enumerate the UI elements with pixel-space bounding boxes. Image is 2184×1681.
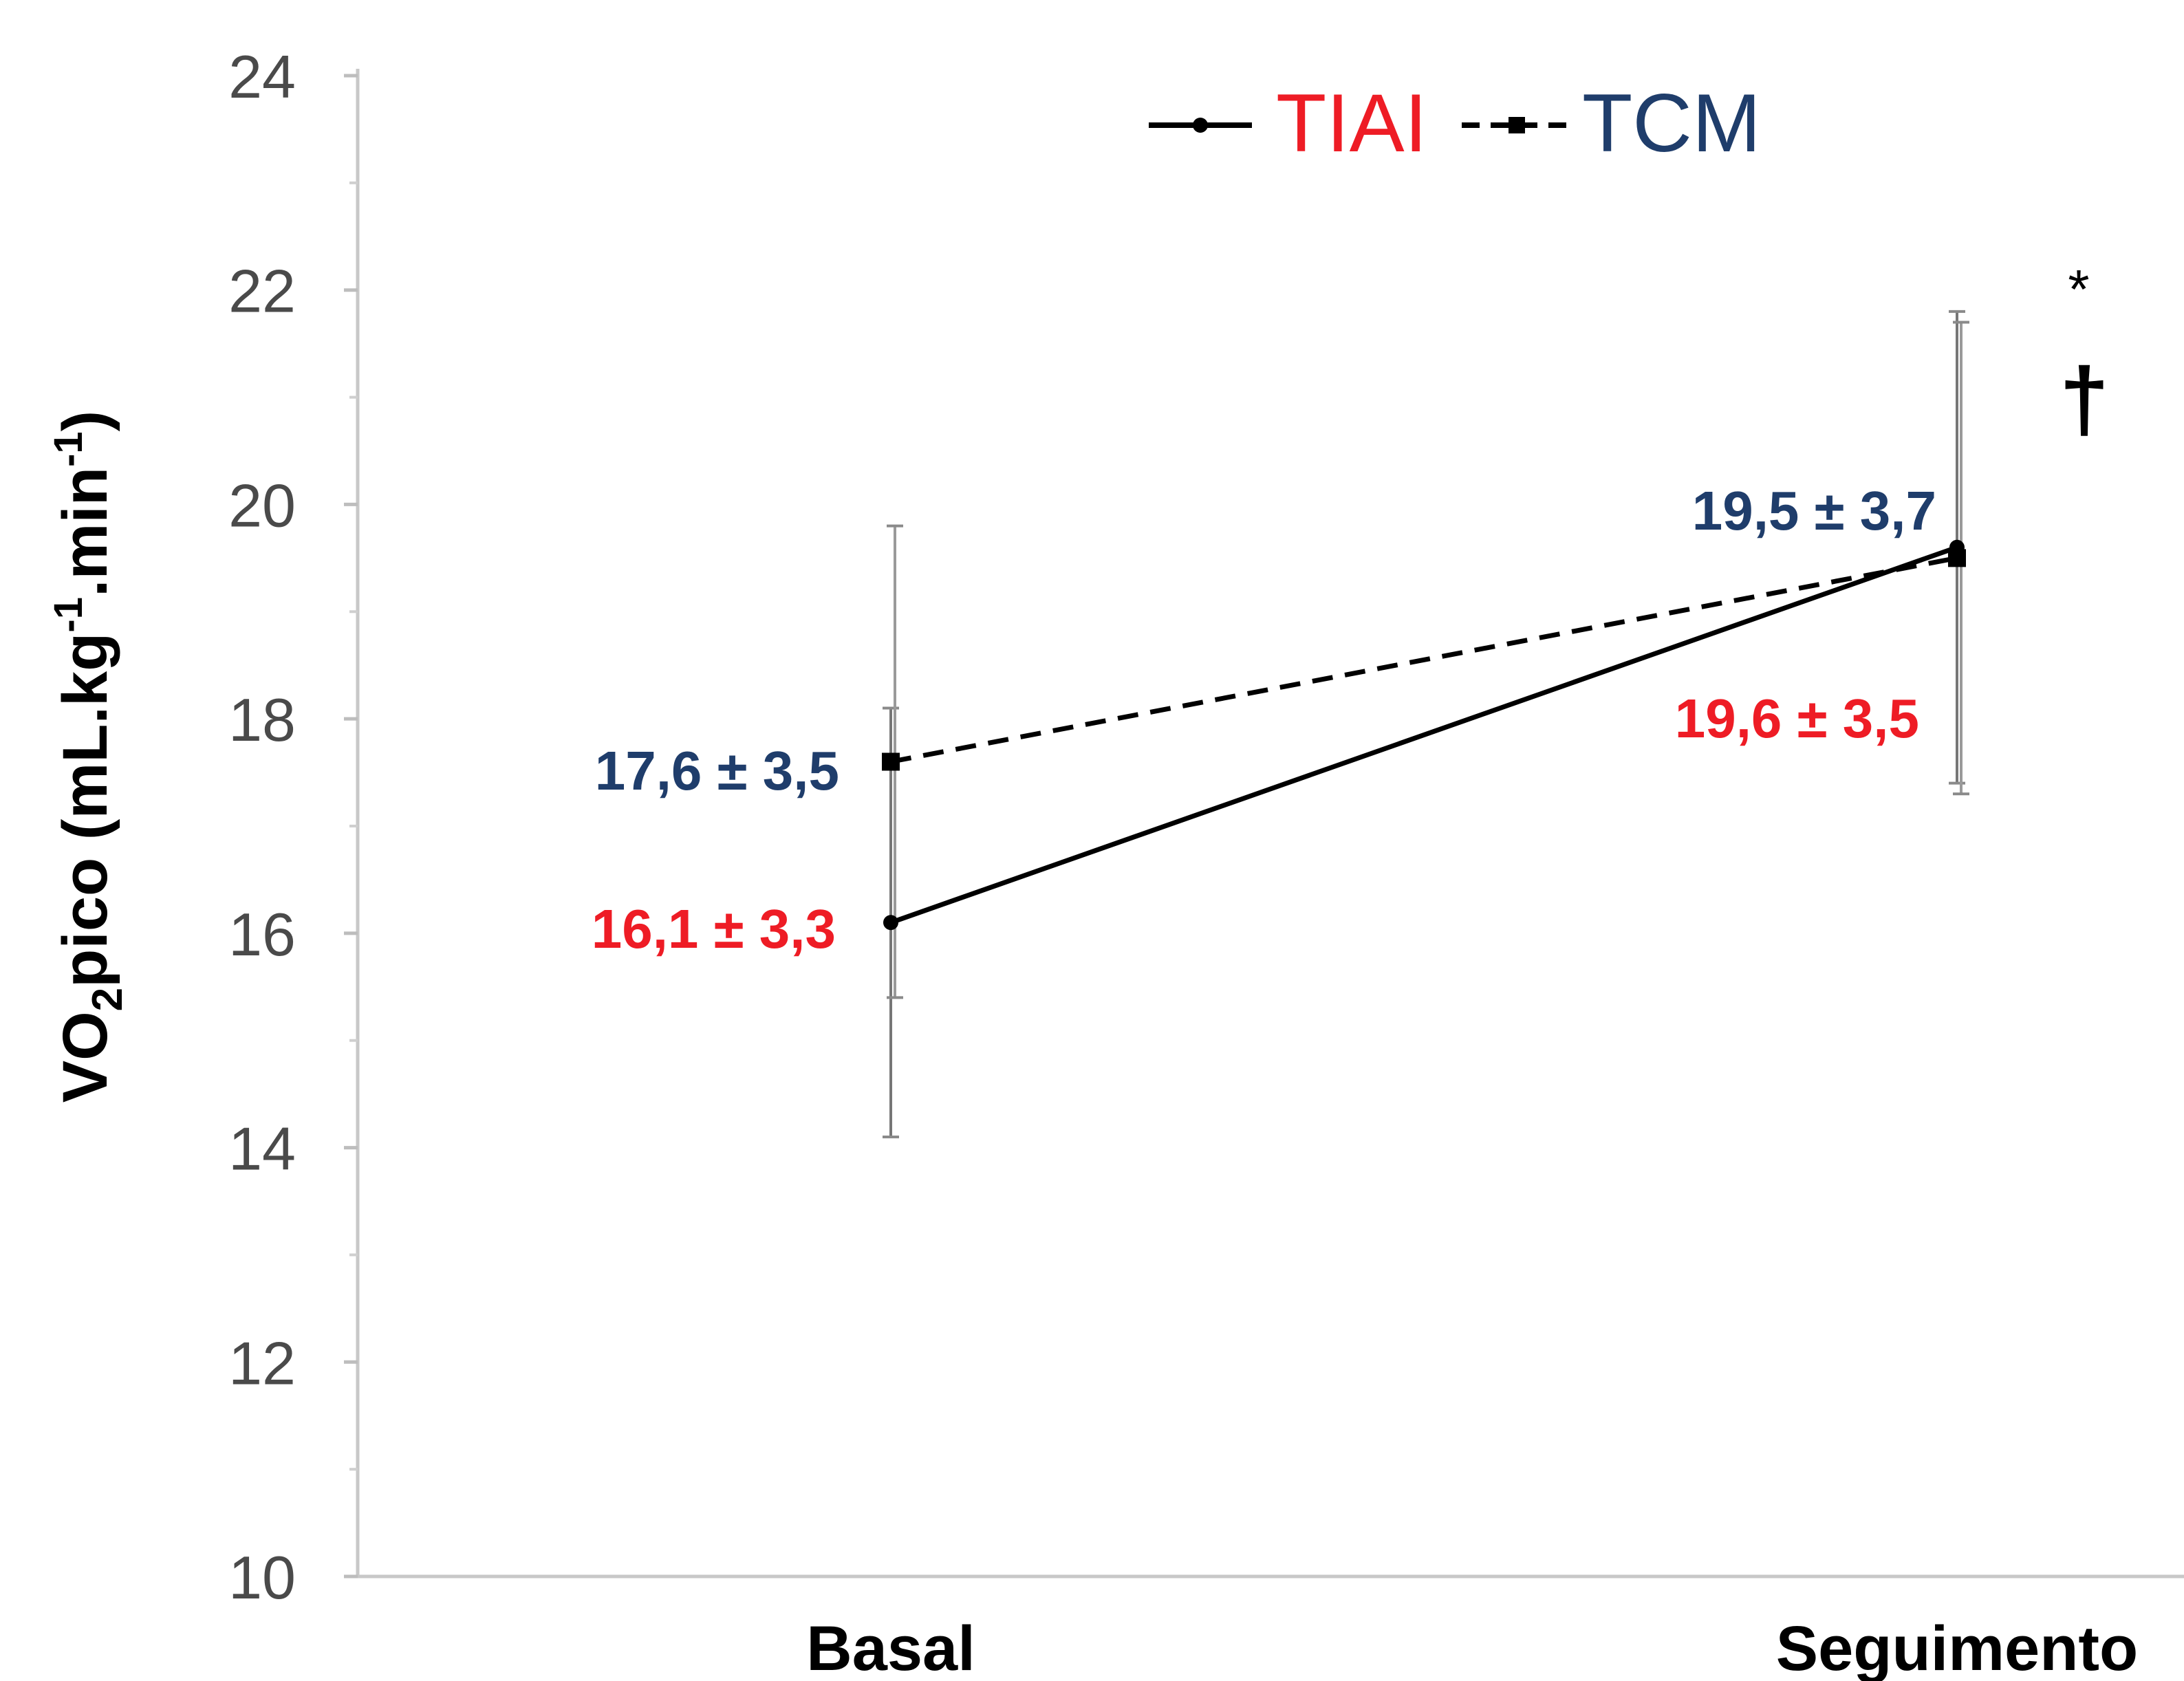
legend-label-tcm: TCM xyxy=(1582,77,1761,169)
annotations: *† xyxy=(2059,259,2109,449)
y-tick-label: 22 xyxy=(228,257,296,325)
y-tick-label: 20 xyxy=(228,471,296,539)
marker-tiai xyxy=(883,915,898,931)
series-line-tiai xyxy=(889,545,1958,925)
legend-marker-tiai xyxy=(1193,118,1208,133)
data-points xyxy=(882,539,1966,931)
data-labels: 16,1 ± 3,3 19,6 ± 3,5 17,6 ± 3,5 19,5 ± 3,7 xyxy=(592,480,1936,959)
y-tick-label: 10 xyxy=(228,1543,296,1612)
y-tick-label: 14 xyxy=(228,1115,296,1183)
y-axis-label: VO2pico (mL.kg-1.min-1) xyxy=(46,411,131,1103)
y-ticks: 10 12 14 16 18 20 22 24 xyxy=(228,43,358,1612)
marker-tcm xyxy=(882,752,900,771)
y-tick-label: 18 xyxy=(228,686,296,754)
data-label-tiai: 16,1 ± 3,3 xyxy=(592,898,836,959)
series-line-tcm xyxy=(890,555,1958,764)
legend-marker-tcm xyxy=(1509,117,1525,133)
data-label-tcm: 17,6 ± 3,5 xyxy=(595,740,839,801)
y-tick-label: 16 xyxy=(228,900,296,968)
annotation-dagger: † xyxy=(2059,349,2109,449)
y-tick-label: 12 xyxy=(228,1329,296,1397)
x-tick-labels: Basal Seguimento xyxy=(806,1614,2138,1681)
y-tick-label: 24 xyxy=(228,43,296,111)
legend-label-tiai: TIAI xyxy=(1276,77,1427,169)
axes xyxy=(356,69,2184,1579)
x-tick-label: Basal xyxy=(806,1614,975,1681)
x-tick-label: Seguimento xyxy=(1776,1614,2138,1681)
legend: TIAI TCM xyxy=(1149,77,1761,169)
data-label-tiai: 19,6 ± 3,5 xyxy=(1675,688,1919,749)
marker-tcm xyxy=(1948,549,1966,567)
series-lines xyxy=(889,545,1958,925)
data-label-tcm: 19,5 ± 3,7 xyxy=(1692,480,1936,541)
annotation-asterisk: * xyxy=(2068,259,2089,320)
